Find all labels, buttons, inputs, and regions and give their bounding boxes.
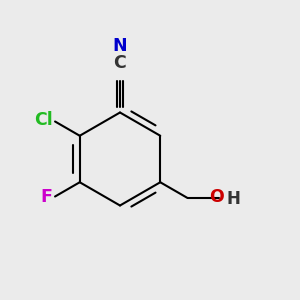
Text: H: H [226,190,240,208]
Text: O: O [209,188,224,206]
Text: C: C [114,54,126,72]
Text: Cl: Cl [34,111,53,129]
Text: N: N [113,37,127,55]
Text: F: F [40,188,52,206]
